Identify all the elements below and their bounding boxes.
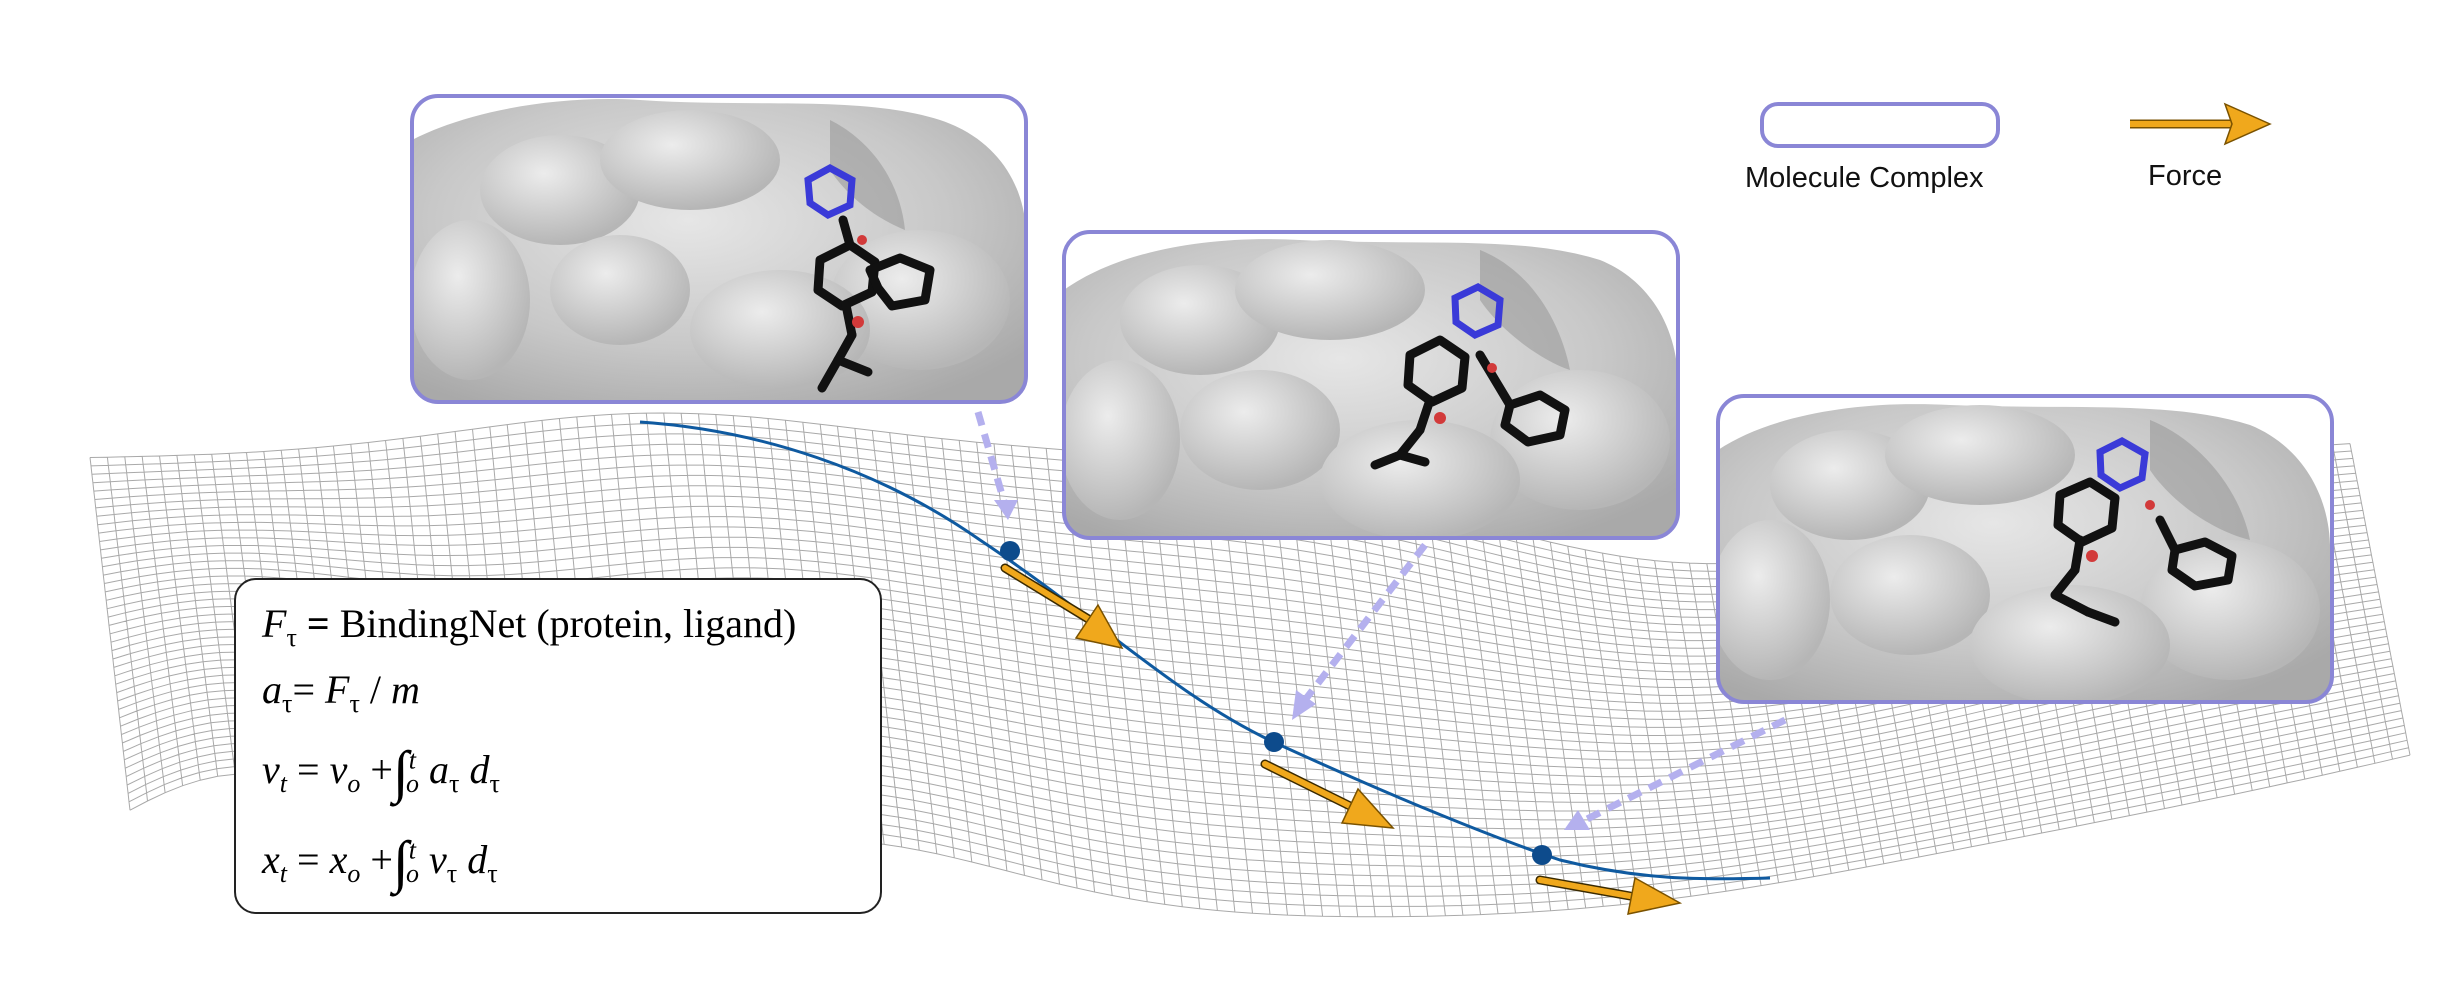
molecule-complex-swatch xyxy=(1760,102,2000,148)
equation-force: Fτ = BindingNet (protein, ligand) xyxy=(262,601,797,652)
molecule-complex-panel-1 xyxy=(410,94,1028,404)
equation-box: Fτ = BindingNet (protein, ligand) aτ= Fτ… xyxy=(234,578,882,914)
pointer-arrow-1 xyxy=(974,411,1009,506)
force-arrow-2 xyxy=(1260,759,1395,829)
legend-molecule-complex-label: Molecule Complex xyxy=(1745,162,1984,194)
equation-velocity: vt = vo +∫to aτ dτ xyxy=(262,739,500,804)
molecule-complex-panel-3 xyxy=(1716,394,2334,704)
pointer-arrow-2 xyxy=(1302,542,1428,703)
trajectory-point-1 xyxy=(1000,541,1020,561)
equation-acceleration: aτ= Fτ / m xyxy=(262,667,420,718)
equation-position: xt = xo +∫to vτ dτ xyxy=(262,829,498,894)
molecule-complex-panel-2 xyxy=(1062,230,1680,540)
pointer-arrow-3 xyxy=(1583,716,1787,824)
trajectory-curve xyxy=(639,420,1771,881)
force-arrow-icon xyxy=(2130,102,2272,146)
force-arrow-1 xyxy=(1000,563,1124,650)
force-arrow-3 xyxy=(1535,875,1683,915)
trajectory-point-3 xyxy=(1532,845,1552,865)
legend-force-label: Force xyxy=(2148,160,2223,192)
trajectory-point-2 xyxy=(1264,732,1284,752)
